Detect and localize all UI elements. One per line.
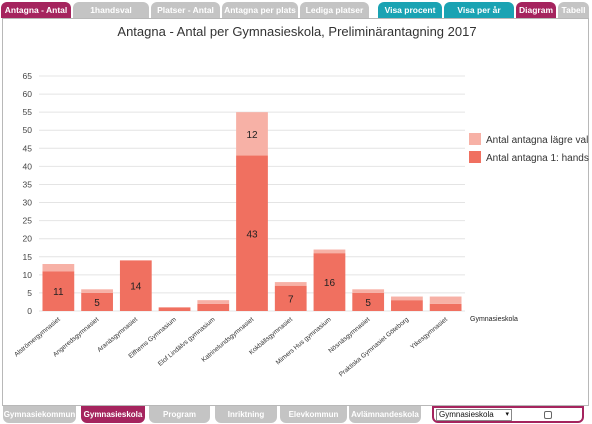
filter-controls: Gymnasieskola ▾ bbox=[432, 406, 584, 423]
y-tick-label: 50 bbox=[23, 125, 33, 135]
bar-segment[interactable] bbox=[197, 303, 230, 311]
tab-antagna-antal[interactable]: Antagna - Antal bbox=[1, 2, 71, 18]
legend: Antal antagna lägre val Antal antagna 1: … bbox=[469, 133, 589, 164]
chevron-down-icon: ▾ bbox=[505, 411, 509, 418]
chart-title: Antagna - Antal per Gymnasieskola, Preli… bbox=[117, 24, 476, 39]
tab-gymnasiekommun[interactable]: Gymnasiekommun bbox=[3, 406, 76, 423]
bar-value-label: 5 bbox=[365, 298, 371, 309]
y-tick-label: 20 bbox=[23, 234, 33, 244]
bar-value-label: 16 bbox=[324, 278, 336, 289]
bar-segment[interactable] bbox=[158, 307, 191, 311]
legend-label: Antal antagna lägre val bbox=[486, 135, 588, 146]
legend-label: Antal antagna 1: hands bbox=[486, 153, 589, 164]
tab-inriktning[interactable]: Inriktning bbox=[215, 406, 277, 423]
bar-segment[interactable] bbox=[313, 253, 346, 311]
chart-frame: Antagna - Antal per Gymnasieskola, Preli… bbox=[2, 18, 589, 406]
bar-value-label: 14 bbox=[130, 282, 142, 293]
y-tick-label: 65 bbox=[23, 71, 33, 81]
bar-segment[interactable] bbox=[352, 289, 385, 293]
tab-diagram[interactable]: Diagram bbox=[516, 2, 556, 18]
y-tick-label: 45 bbox=[23, 143, 33, 153]
category-labels: AlströmergymnasietAngeredsgymnasietAranä… bbox=[13, 316, 449, 379]
chart-svg: Antagna - Antal per Gymnasieskola, Preli… bbox=[13, 24, 589, 379]
x-tick-label: Praktiska Gymnasiet Göteborg bbox=[338, 316, 411, 379]
y-tick-label: 25 bbox=[23, 216, 33, 226]
tab-visa-per-ar[interactable]: Visa per år bbox=[444, 2, 514, 18]
bottom-tab-bar: Gymnasiekommun Gymnasieskola Program Inr… bbox=[0, 406, 592, 424]
y-tick-label: 55 bbox=[23, 107, 33, 117]
option-checkbox[interactable] bbox=[544, 411, 552, 419]
x-tick-label: Aranäsgymnasiet bbox=[96, 316, 139, 354]
bar-segment[interactable] bbox=[391, 296, 423, 301]
legend-swatch bbox=[469, 151, 481, 163]
tab-visa-procent[interactable]: Visa procent bbox=[378, 2, 442, 18]
bar-value-label: 5 bbox=[94, 298, 100, 309]
tab-program[interactable]: Program bbox=[149, 406, 210, 423]
bar-segment[interactable] bbox=[391, 300, 423, 311]
bar-segment[interactable] bbox=[274, 282, 307, 286]
bar-segment[interactable] bbox=[429, 296, 462, 304]
bar-segment[interactable] bbox=[313, 249, 346, 254]
tab-elevkommun[interactable]: Elevkommun bbox=[280, 406, 347, 423]
y-tick-label: 5 bbox=[27, 288, 32, 298]
tab-lediga-platser[interactable]: Lediga platser bbox=[300, 2, 369, 18]
bar-segment[interactable] bbox=[352, 292, 385, 311]
y-tick-label: 40 bbox=[23, 161, 33, 171]
grouping-select-value: Gymnasieskola bbox=[439, 410, 494, 419]
bar-value-label: 12 bbox=[246, 130, 258, 141]
tab-avlamnandeskola[interactable]: Avlämnandeskola bbox=[349, 406, 421, 423]
bar-segment[interactable] bbox=[197, 300, 230, 304]
y-tick-label: 10 bbox=[23, 270, 33, 280]
bar-value-label: 43 bbox=[246, 229, 258, 240]
y-tick-label: 35 bbox=[23, 179, 33, 189]
bar-value-label: 7 bbox=[288, 294, 294, 305]
bar-segment[interactable] bbox=[81, 292, 113, 311]
tab-gymnasieskola[interactable]: Gymnasieskola bbox=[81, 406, 145, 423]
tab-platser-antal[interactable]: Platser - Antal bbox=[151, 2, 220, 18]
grouping-select[interactable]: Gymnasieskola ▾ bbox=[436, 409, 512, 421]
x-axis-label: Gymnasieskola bbox=[470, 316, 518, 323]
bar-segment[interactable] bbox=[274, 285, 307, 311]
y-tick-label: 60 bbox=[23, 89, 33, 99]
y-tick-label: 0 bbox=[27, 306, 32, 316]
legend-swatch bbox=[469, 133, 481, 145]
tab-tabell[interactable]: Tabell bbox=[558, 2, 589, 18]
y-tick-label: 15 bbox=[23, 252, 33, 262]
bar-segment[interactable] bbox=[429, 303, 462, 311]
y-axis-ticks: 0 5 10 15 20 25 30 35 40 45 50 55 60 65 bbox=[23, 71, 33, 316]
tab-antagna-per-plats[interactable]: Antagna per plats bbox=[222, 2, 298, 18]
bar-segment[interactable] bbox=[236, 155, 268, 311]
bar-segment[interactable] bbox=[119, 260, 152, 311]
bars: 11 5 14 43 12 7 16 5 bbox=[42, 112, 462, 311]
y-tick-label: 30 bbox=[23, 198, 33, 208]
bar-segment[interactable] bbox=[81, 289, 113, 293]
bar-segment[interactable] bbox=[42, 264, 75, 272]
bar-value-label: 11 bbox=[53, 287, 64, 298]
tab-1handsval[interactable]: 1handsval bbox=[73, 2, 149, 18]
x-tick-label: Ytkesgymnasiet bbox=[409, 316, 449, 351]
x-tick-label: Nösnäsgymnasiet bbox=[327, 316, 371, 355]
bar-segment[interactable] bbox=[236, 112, 268, 156]
bar-segment[interactable] bbox=[42, 271, 75, 311]
top-tab-bar: Antagna - Antal 1handsval Platser - Anta… bbox=[0, 0, 592, 18]
